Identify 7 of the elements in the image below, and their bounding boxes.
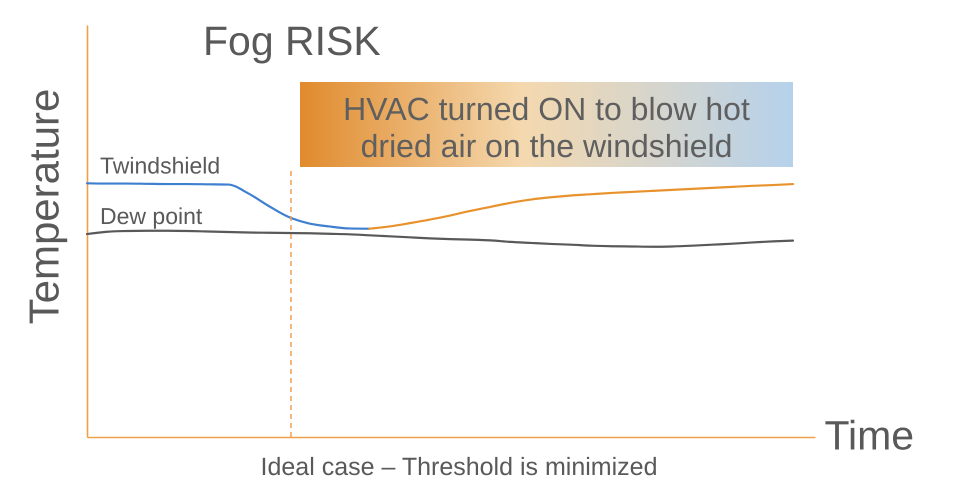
- text: Ideal case – Threshold is minimized: [260, 453, 658, 481]
- x-axis-title: Time: [824, 412, 914, 458]
- series-label: Twindshield: [100, 152, 220, 178]
- series-label: Dew point: [100, 203, 203, 230]
- text: HVAC turned ON to blow hot dried air on the windshield: [343, 91, 750, 164]
- y-axis-title: Temperature: [20, 88, 68, 324]
- chart-title: Fog RISK: [203, 18, 381, 64]
